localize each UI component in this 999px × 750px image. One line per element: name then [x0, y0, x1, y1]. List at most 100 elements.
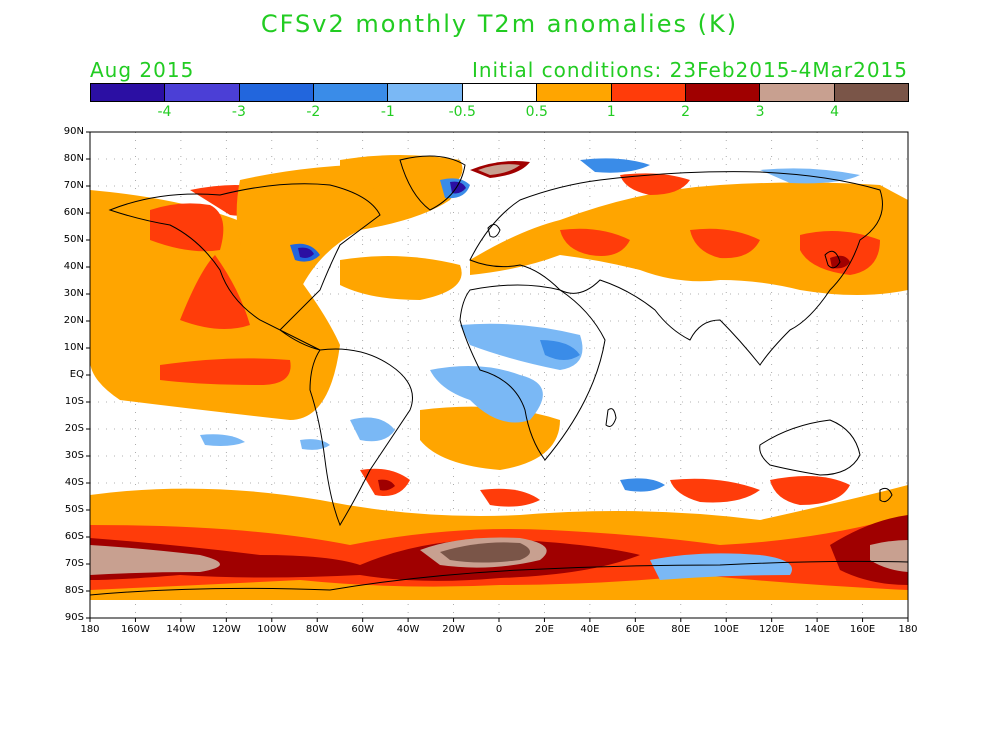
longitude-label: 100E	[713, 624, 739, 635]
latitude-label: 40N	[63, 261, 84, 272]
latitude-label: 20N	[63, 315, 84, 326]
africa-blue-core	[540, 340, 580, 360]
latitude-label: 90N	[63, 126, 84, 137]
longitude-label: 140W	[166, 624, 196, 635]
colorbar-tick-label: -1	[380, 104, 395, 120]
coast-antarctica	[90, 560, 908, 596]
colorbar-swatch	[834, 84, 908, 101]
coast-eurasia	[469, 171, 883, 366]
arctic-orange	[340, 155, 463, 192]
coast-japan	[824, 250, 841, 269]
colorbar-swatch	[462, 84, 538, 101]
antarctic-blue	[650, 553, 792, 580]
latitude-label: 10S	[64, 396, 84, 407]
longitude-label: 160E	[849, 624, 876, 635]
latitude-label: EQ	[69, 369, 84, 380]
latitude-label: 60N	[63, 207, 84, 218]
colorbar-tick-label: 2	[681, 104, 691, 120]
latitude-label: 60S	[64, 531, 84, 542]
longitude-label: 120W	[211, 624, 241, 635]
australia-south-red	[770, 476, 850, 505]
coast-madagascar	[605, 408, 617, 427]
coast-north-america	[108, 183, 381, 351]
longitude-label: 40E	[580, 624, 600, 635]
east-asia-red	[800, 231, 880, 275]
longitude-label: 140E	[804, 624, 830, 635]
latitude-label: 50S	[64, 504, 84, 515]
pacific-blue	[200, 434, 245, 446]
north-atlantic-orange	[340, 256, 462, 300]
longitude-label: 40W	[396, 624, 420, 635]
colorbar-swatch	[611, 84, 686, 101]
latitude-label: 90S	[64, 612, 84, 623]
chart-title: CFSv2 monthly T2m anomalies (K)	[260, 10, 739, 38]
forecast-month: Aug 2015	[90, 58, 195, 82]
latitude-label: 70S	[64, 558, 84, 569]
axis-ticks	[86, 131, 909, 622]
south-atlantic-red	[480, 488, 540, 507]
coast-uk	[487, 224, 501, 238]
longitude-label: 20E	[534, 624, 554, 635]
latitude-label: 30S	[64, 450, 84, 461]
longitude-label: 120E	[758, 624, 785, 635]
coast-africa	[459, 284, 606, 461]
map-canvas	[90, 132, 908, 618]
colorbar-swatch	[685, 84, 761, 101]
coast-south-america	[309, 348, 413, 527]
latitude-label: 50N	[63, 234, 84, 245]
colorbar-swatch	[165, 84, 240, 101]
ne-pacific-red	[180, 255, 250, 329]
alaska-red	[150, 203, 224, 252]
colorbar-swatch	[388, 84, 463, 101]
colorbar	[90, 83, 909, 102]
cold-anomalies	[200, 158, 860, 580]
colorbar-swatch	[91, 84, 166, 101]
initial-conditions: Initial conditions: 23Feb2015-4Mar2015	[471, 58, 908, 82]
eurasia-orange	[470, 182, 908, 295]
south-america-darkred	[378, 479, 395, 491]
longitude-label: 160W	[120, 624, 150, 635]
colorbar-tick-label: -3	[231, 104, 246, 120]
south-indian-orange	[420, 406, 560, 470]
longitude-label: 0	[495, 624, 503, 635]
coastlines	[90, 155, 908, 596]
colorbar-tick-label: 4	[830, 104, 839, 120]
longitude-label: 80E	[671, 624, 691, 635]
latitude-label: 10N	[63, 342, 84, 353]
longitude-label: 60W	[351, 624, 374, 635]
indian-ocean-red	[670, 478, 760, 503]
hudson-darkblue	[298, 247, 314, 258]
longitude-label: 100W	[257, 624, 287, 635]
longitude-label: 180	[898, 624, 918, 635]
north-america-orange	[236, 164, 457, 293]
arctic-blue	[580, 158, 650, 173]
latitude-label: 80S	[64, 585, 84, 596]
colorbar-swatch	[239, 84, 315, 101]
europe-red	[560, 228, 630, 256]
south-indian-blue	[620, 478, 665, 492]
svalbard-tan	[478, 164, 520, 175]
weddell-brown	[440, 542, 530, 563]
latitude-label: 80N	[63, 153, 84, 164]
pacific-sector-tan	[90, 545, 220, 575]
latitude-label: 20S	[64, 423, 84, 434]
longitude-label: 180	[80, 624, 100, 635]
siberia-red	[620, 173, 690, 195]
ross-sea-tan	[870, 540, 908, 572]
longitude-label: 80W	[305, 624, 329, 635]
africa-blue	[460, 323, 583, 370]
latitude-label: 40S	[64, 477, 84, 488]
colorbar-swatch	[760, 84, 835, 101]
colorbar-tick-label: 3	[755, 104, 765, 120]
colorbar-tick-label: 1	[606, 104, 616, 120]
asia-red	[690, 228, 760, 259]
colorbar-tick-label: 0.5	[525, 104, 548, 120]
colorbar-tick-label: -4	[157, 104, 172, 120]
enso-red	[160, 358, 291, 385]
colorbar-tick-label: -2	[306, 104, 321, 120]
colorbar-tick-label: -0.5	[448, 104, 476, 120]
latitude-label: 30N	[63, 288, 84, 299]
latitude-label: 70N	[63, 180, 84, 191]
coast-australia	[759, 419, 861, 476]
